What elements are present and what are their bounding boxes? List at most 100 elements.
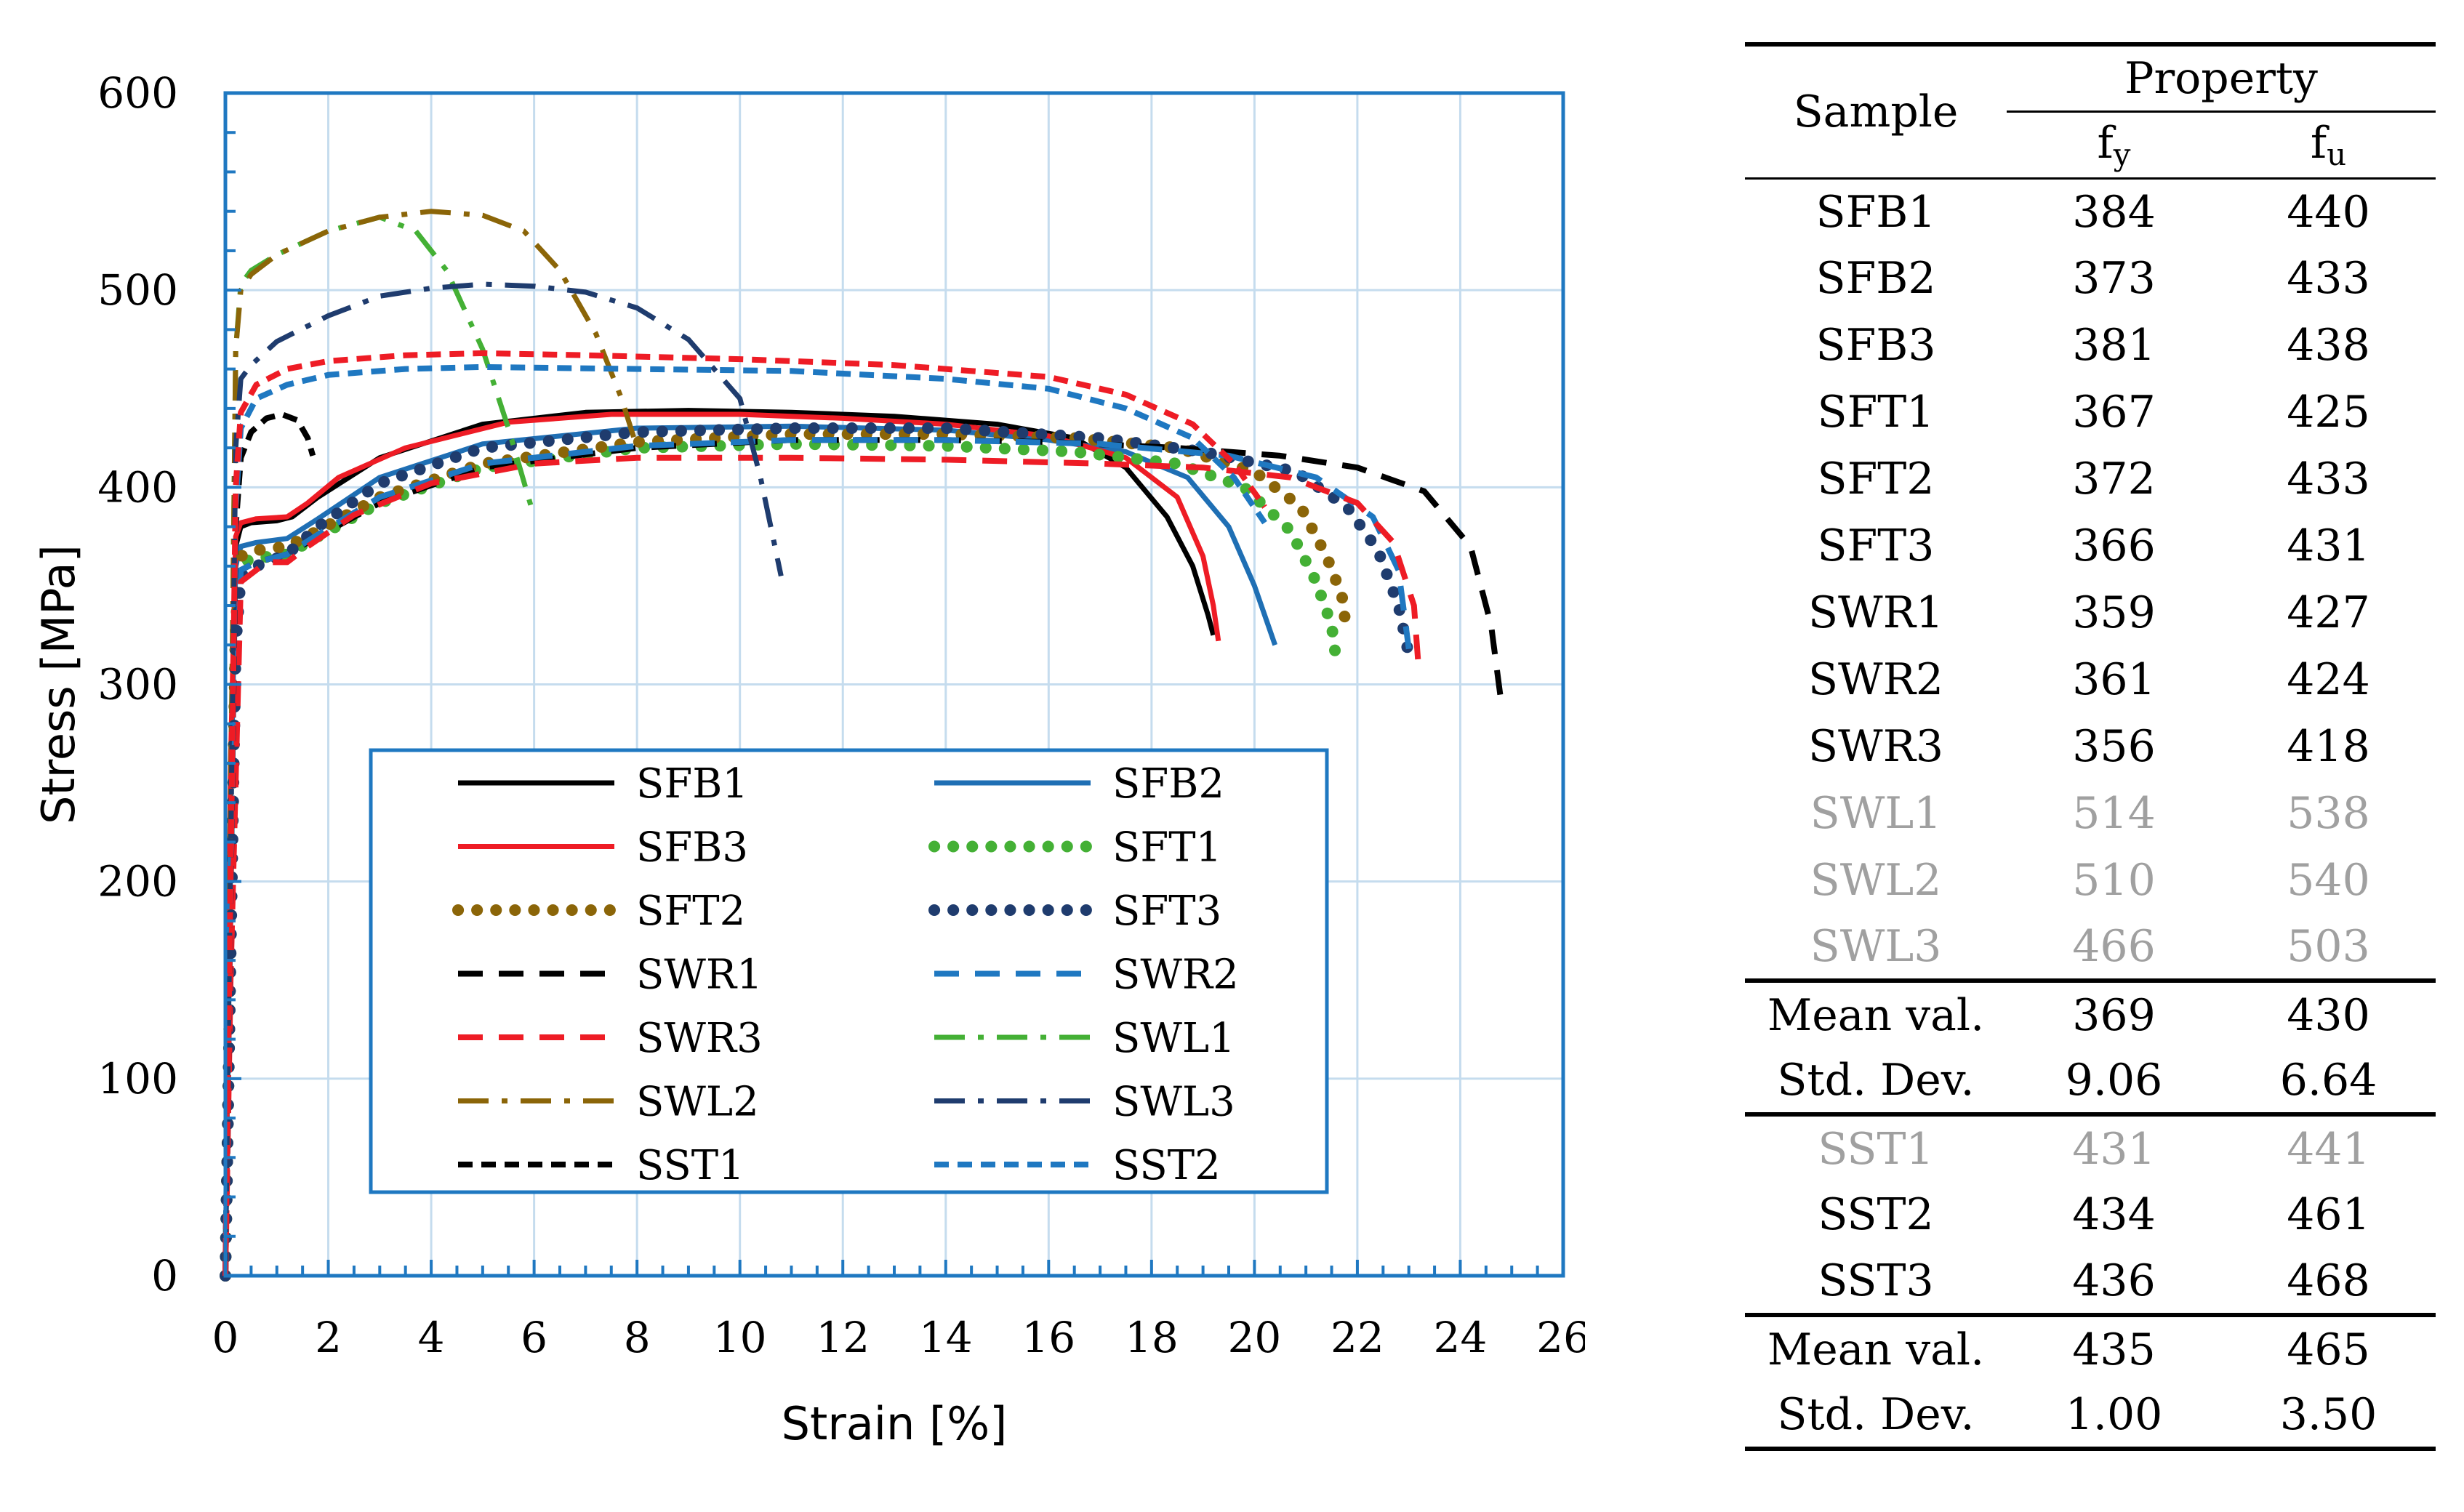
series-sft2 <box>220 428 1353 1282</box>
cell-fy: 359 <box>2072 587 2156 638</box>
legend-label-sft2: SFT2 <box>636 888 745 935</box>
table-row: SWR2 361 424 <box>1745 646 2436 713</box>
x-tick-label: 6 <box>521 1313 547 1362</box>
series-swl2 <box>222 209 640 1276</box>
header-row-2: fy fu <box>1745 111 2436 178</box>
x-tick-label: 20 <box>1227 1313 1281 1362</box>
x-tick-label: 22 <box>1331 1313 1384 1362</box>
cell-sample: SFB3 <box>1815 320 1936 371</box>
x-tick-label: 18 <box>1125 1313 1179 1362</box>
cell-fy: 356 <box>2072 721 2156 772</box>
y-tick-label: 600 <box>97 68 178 118</box>
cell-fy: 1.00 <box>2065 1388 2163 1440</box>
cell-fu: 427 <box>2287 587 2370 638</box>
legend-label-sst2: SST2 <box>1112 1142 1221 1189</box>
cell-fy: 9.06 <box>2065 1054 2163 1106</box>
cell-fy: 436 <box>2072 1255 2156 1306</box>
x-tick-label: 16 <box>1022 1313 1075 1362</box>
series-sfb3 <box>222 411 1221 1276</box>
x-axis-title: Strain [%] <box>782 1397 1008 1450</box>
cell-fu: 438 <box>2287 320 2370 371</box>
table-row: SFB1 384 440 <box>1745 178 2436 245</box>
x-tick-label: 10 <box>713 1313 767 1362</box>
table-row: SWL3 466 503 <box>1745 914 2436 981</box>
table-row: SWR3 356 418 <box>1745 713 2436 780</box>
axis-ticks: 0 2 4 6 8 10 12 14 16 18 20 22 24 2601002003004005006… <box>97 68 1585 1362</box>
table-row: SFT2 372 433 <box>1745 446 2436 512</box>
legend-label-swr2: SWR2 <box>1112 952 1239 999</box>
cell-fu: 540 <box>2287 855 2370 906</box>
cell-fy: 372 <box>2072 454 2156 504</box>
header-sample: Sample <box>1793 86 1959 137</box>
cell-fu: 503 <box>2287 920 2370 972</box>
cell-fy: 366 <box>2072 520 2156 571</box>
cell-fu: 465 <box>2287 1324 2370 1375</box>
cell-fy: 514 <box>2072 788 2156 839</box>
y-tick-label: 400 <box>97 462 178 512</box>
table-row: SWR1 359 427 <box>1745 579 2436 646</box>
cell-sample: SFT1 <box>1817 387 1935 438</box>
cell-sample: Std. Dev. <box>1777 1388 1975 1440</box>
cell-sample: SWR1 <box>1807 587 1944 638</box>
cell-fu: 431 <box>2287 520 2370 571</box>
cell-sample: Mean val. <box>1767 989 1985 1041</box>
cell-sample: SWL1 <box>1810 788 1942 839</box>
legend-label-sft1: SFT1 <box>1112 824 1221 872</box>
cell-fu: 441 <box>2287 1123 2370 1175</box>
cell-sample: SST3 <box>1818 1255 1934 1306</box>
header-fu: fu <box>2310 117 2347 172</box>
series-layer <box>220 209 1505 1282</box>
x-tick-label: 2 <box>315 1313 342 1362</box>
cell-fu: 440 <box>2287 186 2370 238</box>
cell-sample: SFT2 <box>1817 454 1935 504</box>
cell-fu: 418 <box>2287 721 2370 772</box>
cell-fy: 381 <box>2072 320 2156 371</box>
series-swr3 <box>222 454 1422 1276</box>
header-property: Property <box>2007 44 2436 113</box>
table-row: SST1 431 441 <box>1745 1114 2436 1181</box>
stats-row: Std. Dev. 1.00 3.50 <box>1745 1382 2436 1449</box>
cell-fu: 468 <box>2287 1255 2370 1306</box>
stats-row: Mean val. 369 430 <box>1745 981 2436 1047</box>
stats-row: Mean val. 435 465 <box>1745 1315 2436 1382</box>
x-tick-label: 8 <box>624 1313 651 1362</box>
series-sfb2 <box>222 423 1278 1276</box>
stats-row: Std. Dev. 9.06 6.64 <box>1745 1047 2436 1114</box>
cell-fy: 510 <box>2072 855 2156 906</box>
cell-sample: SWR2 <box>1807 654 1944 705</box>
cell-fu: 6.64 <box>2279 1054 2377 1106</box>
cell-fu: 425 <box>2287 387 2370 438</box>
header-fy: fy <box>2097 117 2131 172</box>
cell-sample: SFB2 <box>1815 253 1936 304</box>
legend-label-swl1: SWL1 <box>1112 1015 1235 1062</box>
property-table-container: Sample Property fy fu SFB1 384 440 SFB2 373 4… <box>1745 42 2436 1451</box>
cell-fu: 424 <box>2287 654 2370 705</box>
legend-label-sst1: SST1 <box>636 1142 745 1189</box>
cell-sample: SWR3 <box>1807 721 1944 772</box>
cell-sample: Mean val. <box>1767 1324 1985 1375</box>
cell-sample: SFT3 <box>1817 520 1935 571</box>
cell-fy: 384 <box>2072 186 2156 238</box>
legend-label-swl2: SWL2 <box>636 1079 759 1126</box>
cell-fu: 461 <box>2287 1189 2370 1240</box>
legend: SFB1 SFB2 SFB3 SFT1 SFT2 SFT3 SWR1 SWR2 SWR3 SWL1… <box>369 748 1329 1194</box>
cell-sample: SWL3 <box>1810 920 1942 972</box>
x-tick-label: 26 <box>1536 1313 1585 1362</box>
cell-sample: SWL2 <box>1810 855 1942 906</box>
cell-fy: 361 <box>2072 654 2156 705</box>
table-row: SFB2 373 433 <box>1745 245 2436 312</box>
cell-fy: 466 <box>2072 920 2156 972</box>
header-row-1: Sample Property <box>1745 44 2436 137</box>
series-sft1 <box>220 438 1343 1282</box>
y-tick-label: 0 <box>151 1251 178 1300</box>
cell-fy: 435 <box>2072 1324 2156 1375</box>
legend-label-swr1: SWR1 <box>636 952 763 999</box>
table-row: SFB3 381 438 <box>1745 312 2436 379</box>
table-row: SFT1 367 425 <box>1745 379 2436 446</box>
property-table: Sample Property fy fu SFB1 384 440 SFB2 373 4… <box>1745 42 2436 1451</box>
x-tick-label: 4 <box>418 1313 445 1362</box>
x-tick-label: 14 <box>919 1313 973 1362</box>
cell-fu: 430 <box>2287 989 2370 1041</box>
table-row: SWL2 510 540 <box>1745 847 2436 914</box>
table-row: SST2 434 461 <box>1745 1181 2436 1248</box>
